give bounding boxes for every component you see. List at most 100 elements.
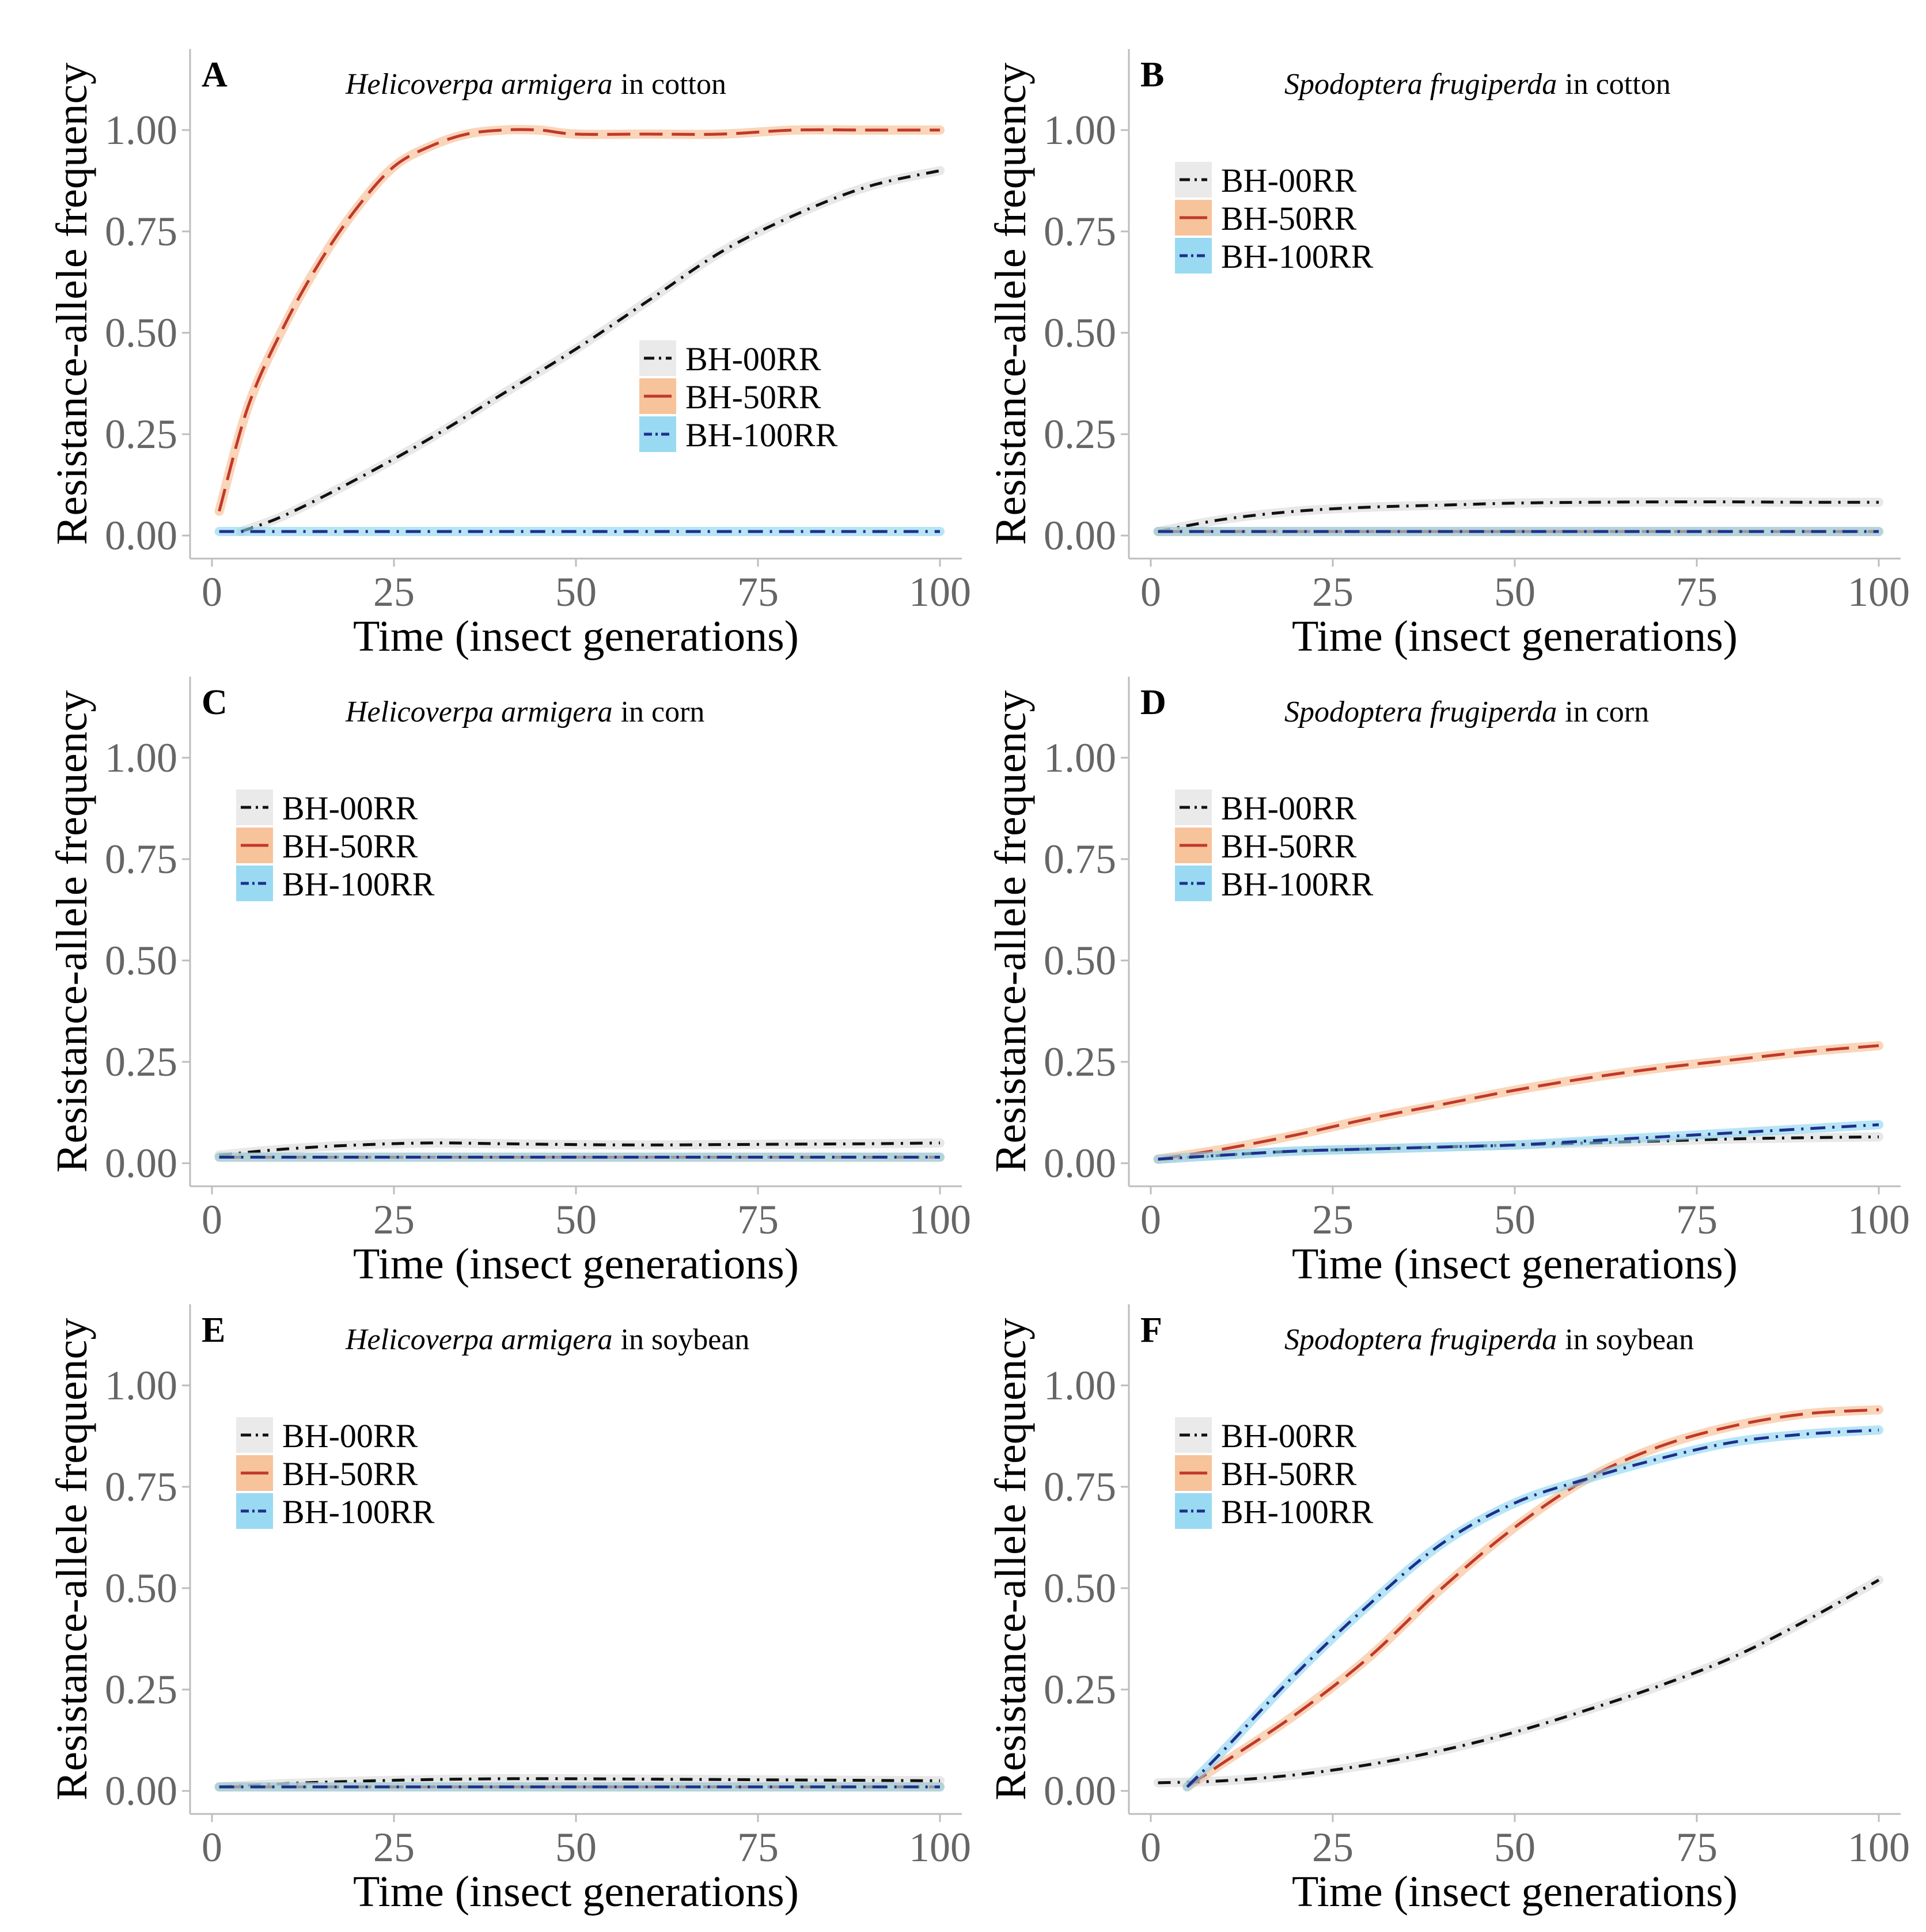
series-line-bh-00rr [240, 169, 941, 533]
legend-label-bh-100rr: BH-100RR [282, 1493, 435, 1531]
legend-label-bh-00rr: BH-00RR [1221, 1417, 1357, 1455]
legend-label-bh-00rr: BH-00RR [685, 340, 821, 378]
legend-label-bh-50rr: BH-50RR [1221, 828, 1357, 865]
panel-title: Helicoverpa armigera in corn [345, 696, 704, 728]
x-tick-label: 100 [1848, 1824, 1910, 1870]
panel-letter: B [1140, 55, 1164, 94]
y-tick-label: 0.00 [1044, 1140, 1116, 1186]
series-line-bh-00rr [1158, 500, 1879, 533]
y-axis-title: Resistance-allele frequency [987, 690, 1035, 1173]
y-tick-label: 0.50 [105, 310, 177, 356]
x-tick-label: 75 [737, 569, 779, 615]
y-tick-label: 0.50 [1044, 937, 1116, 984]
x-tick-label: 50 [555, 569, 597, 615]
title-crop: in soybean [621, 1323, 750, 1356]
title-crop: in corn [1565, 696, 1649, 728]
series-line-bh-00rr [219, 1141, 941, 1157]
title-crop: in cotton [621, 68, 726, 101]
x-tick-label: 50 [1494, 1197, 1536, 1243]
series-ribbon-bh-00rr [1153, 1575, 1883, 1787]
y-tick-label: 0.00 [1044, 513, 1116, 559]
legend-label-bh-100rr: BH-100RR [282, 866, 435, 903]
x-axis-title: Time (insect generations) [353, 612, 799, 661]
y-tick-label: 0.50 [105, 1565, 177, 1611]
y-axis-title: Resistance-allele frequency [987, 1318, 1035, 1801]
x-axis-title: Time (insect generations) [1292, 1868, 1738, 1916]
series-ribbon-bh-50rr [214, 124, 945, 516]
y-tick-label: 0.25 [105, 411, 177, 457]
x-tick-label: 0 [202, 1197, 222, 1243]
x-tick-label: 75 [1676, 1197, 1718, 1243]
x-axis-title: Time (insect generations) [1292, 1240, 1738, 1288]
x-axis-title: Time (insect generations) [353, 1868, 799, 1916]
x-tick-label: 0 [1140, 1824, 1161, 1870]
legend-label-bh-100rr: BH-100RR [685, 416, 838, 454]
y-tick-label: 0.25 [1044, 411, 1116, 457]
x-tick-label: 75 [1676, 1824, 1718, 1870]
panel-letter: C [202, 683, 228, 722]
y-tick-label: 0.75 [1044, 836, 1116, 882]
x-axis-title: Time (insect generations) [1292, 612, 1738, 661]
x-tick-label: 25 [373, 1197, 415, 1243]
y-tick-label: 0.00 [105, 513, 177, 559]
series-line-bh-100rr [1186, 1428, 1879, 1788]
y-tick-label: 0.50 [1044, 1565, 1116, 1611]
x-tick-label: 0 [202, 1824, 222, 1870]
legend-label-bh-00rr: BH-00RR [282, 789, 418, 827]
x-tick-label: 100 [909, 1824, 971, 1870]
title-crop: in soybean [1565, 1323, 1694, 1356]
x-tick-label: 75 [1676, 569, 1718, 615]
series-line-bh-00rr [1158, 1578, 1880, 1785]
legend-label-bh-100rr: BH-100RR [1221, 238, 1374, 275]
title-species: Spodoptera frugiperda [1284, 1323, 1557, 1356]
y-tick-label: 0.25 [105, 1039, 177, 1085]
y-tick-label: 0.75 [105, 836, 177, 882]
x-tick-label: 25 [1312, 569, 1353, 615]
legend-label-bh-50rr: BH-50RR [685, 378, 821, 416]
y-tick-label: 0.75 [1044, 208, 1116, 255]
x-tick-label: 75 [737, 1824, 779, 1870]
series-line-bh-100rr [1158, 1123, 1879, 1161]
y-tick-label: 0.00 [105, 1768, 177, 1814]
legend-label-bh-50rr: BH-50RR [282, 1455, 418, 1493]
title-crop: in cotton [1565, 68, 1670, 101]
x-tick-label: 50 [1494, 569, 1536, 615]
y-tick-label: 0.75 [105, 1464, 177, 1510]
x-tick-label: 50 [555, 1824, 597, 1870]
y-axis-title: Resistance-allele frequency [48, 1318, 96, 1801]
y-tick-label: 0.50 [105, 937, 177, 984]
panel-title: Helicoverpa armigera in soybean [345, 1323, 749, 1356]
y-tick-label: 0.25 [1044, 1039, 1116, 1085]
legend-label-bh-100rr: BH-100RR [1221, 1493, 1374, 1531]
legend-label-bh-50rr: BH-50RR [1221, 200, 1357, 237]
title-species: Helicoverpa armigera [345, 68, 613, 101]
panel-F: 0.00 0.25 0.50 0.75 1.00 0 25 50 75 100 Time (inse… [987, 1304, 1910, 1916]
legend-label-bh-50rr: BH-50RR [1221, 1455, 1357, 1493]
x-tick-label: 50 [555, 1197, 597, 1243]
panel-title: Spodoptera frugiperda in soybean [1284, 1323, 1694, 1356]
x-tick-label: 50 [1494, 1824, 1536, 1870]
legend-label-bh-50rr: BH-50RR [282, 828, 418, 865]
y-axis-title: Resistance-allele frequency [48, 690, 96, 1173]
panel-title: Helicoverpa armigera in cotton [345, 68, 726, 101]
y-tick-label: 0.50 [1044, 310, 1116, 356]
y-tick-label: 0.25 [1044, 1667, 1116, 1713]
legend-label-bh-00rr: BH-00RR [282, 1417, 418, 1455]
title-crop: in corn [621, 696, 705, 728]
panel-title: Spodoptera frugiperda in corn [1284, 696, 1649, 728]
series-line-bh-50rr [218, 128, 940, 512]
series-line-bh-00rr [219, 1777, 941, 1789]
legend-label-bh-100rr: BH-100RR [1221, 866, 1374, 903]
y-tick-label: 1.00 [1044, 735, 1116, 781]
x-tick-label: 75 [737, 1197, 779, 1243]
panel-C: 0.00 0.25 0.50 0.75 1.00 0 25 50 75 100 Time (inse… [48, 677, 971, 1288]
y-tick-label: 1.00 [105, 107, 177, 153]
panel-letter: D [1140, 683, 1166, 722]
title-species: Helicoverpa armigera [345, 1323, 613, 1356]
